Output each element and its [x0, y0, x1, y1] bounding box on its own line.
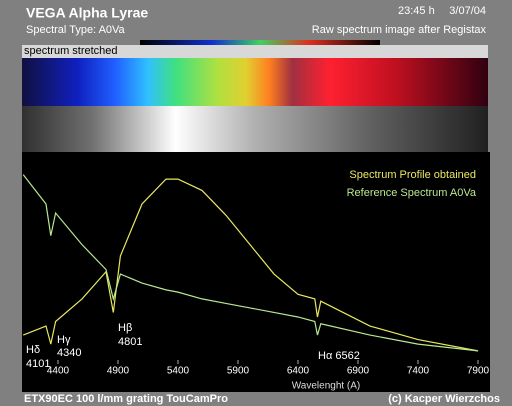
- stretched-strip: [22, 45, 488, 58]
- legend-entry: Reference Spectrum A0Va: [347, 187, 477, 199]
- x-tick-label: 7900: [467, 366, 490, 377]
- plot-area: [22, 152, 490, 392]
- x-tick-label: 4400: [47, 366, 70, 377]
- line-annotation: 4101: [26, 358, 50, 370]
- x-tick-label: 7400: [407, 366, 430, 377]
- spectrum-line: [22, 178, 479, 352]
- color-spectrum: [22, 58, 488, 106]
- line-annotation: Hγ: [57, 334, 71, 346]
- x-axis-label: Wavelenght (A): [292, 381, 361, 392]
- date: 3/07/04: [449, 5, 486, 17]
- line-annotation: 4801: [118, 336, 142, 348]
- x-tick-label: 5400: [167, 366, 190, 377]
- footer-right: (c) Kacper Wierzchos: [388, 393, 500, 405]
- footer-left: ETX90EC 100 l/mm grating TouCamPro: [24, 393, 228, 405]
- line-annotation: Hδ: [26, 344, 40, 356]
- subtitle: Spectral Type: A0Va: [26, 24, 126, 36]
- x-tick-label: 5900: [227, 366, 250, 377]
- raw-strip: [140, 40, 380, 45]
- line-annotation: 4340: [57, 347, 81, 359]
- x-tick-label: 6400: [287, 366, 310, 377]
- line-annotation: Hα 6562: [318, 350, 360, 362]
- strip-label: spectrum stretched: [24, 45, 118, 57]
- time: 23:45 h: [398, 5, 435, 17]
- spectrum-line: [22, 174, 479, 352]
- legend-entry: Spectrum Profile obtained: [349, 169, 476, 181]
- x-tick-label: 4900: [107, 366, 130, 377]
- caption: Raw spectrum image after Registax: [312, 24, 487, 36]
- title: VEGA Alpha Lyrae: [26, 5, 148, 21]
- gray-spectrum: [22, 106, 488, 152]
- x-tick-label: 6900: [347, 366, 370, 377]
- line-annotation: Hβ: [118, 322, 132, 334]
